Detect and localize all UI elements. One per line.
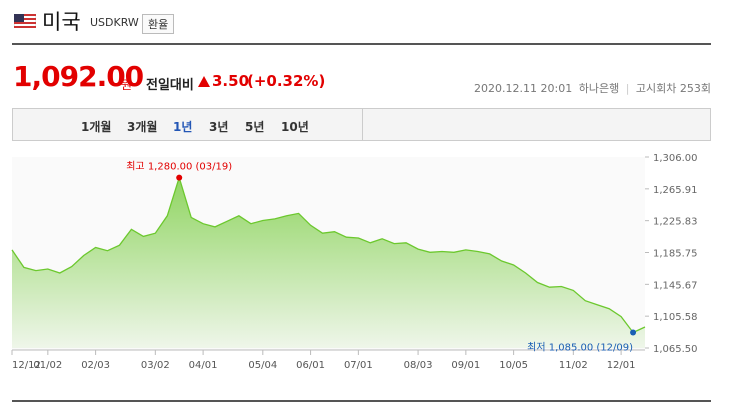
chart: 1,065.50 1,105.58 1,145.67 1,185.75 1,225.83… <box>11 153 698 371</box>
info: 2020.12.11 20:01 하나은행 | 고시회차 253회 <box>471 80 711 96</box>
y-tick-label: 1,225.83 <box>653 217 698 228</box>
extreme-marker <box>176 174 183 181</box>
flag-icon <box>14 14 36 28</box>
bank: 하나은행 <box>578 82 620 95</box>
divider <box>12 43 711 45</box>
period-tab[interactable]: 1개월 <box>81 120 112 134</box>
period-tab[interactable]: 3년 <box>209 120 229 134</box>
price: 1,092.00 <box>13 60 144 93</box>
extreme-label: 최저 1,085.00 (12/09) <box>527 342 633 354</box>
x-tick-label: 11/02 <box>559 360 588 371</box>
rate-button[interactable]: 환율 <box>142 14 175 34</box>
x-tick-label: 12/01 <box>607 360 636 371</box>
area <box>12 177 645 348</box>
country: 미국 <box>42 10 81 34</box>
y-tick-label: 1,185.75 <box>653 249 698 260</box>
x-tick-label: 05/04 <box>248 360 277 371</box>
y-tick-label: 1,306.00 <box>653 153 698 164</box>
extreme-label: 최고 1,280.00 (03/19) <box>126 161 232 173</box>
x-tick-label: 09/01 <box>451 360 480 371</box>
y-tick-label: 1,065.50 <box>653 344 698 355</box>
separator: | <box>625 82 630 95</box>
period-tab[interactable]: 5년 <box>245 120 265 134</box>
extreme-marker <box>630 329 637 336</box>
x-tick-label: 08/03 <box>404 360 433 371</box>
y-tick-label: 1,105.58 <box>653 312 698 323</box>
x-tick-label: 02/03 <box>81 360 110 371</box>
x-tick-label: 07/01 <box>344 360 373 371</box>
divider <box>12 400 711 402</box>
y-tick-label: 1,145.67 <box>653 280 698 291</box>
round: 고시회차 253회 <box>635 82 711 95</box>
change-pct: (+0.32%) <box>247 72 326 90</box>
line <box>11 175 646 334</box>
period-tabs: 1개월 3개월 1년 3년 5년 10년 <box>12 108 711 141</box>
x-tick-label: 12/12 <box>12 360 41 371</box>
datetime: 2020.12.11 20:01 <box>474 82 573 95</box>
x-tick-label: 04/01 <box>189 360 218 371</box>
change-label: 전일대비 <box>146 78 194 93</box>
y-tick-label: 1,265.91 <box>653 185 698 196</box>
currency-code: USDKRW <box>90 16 139 29</box>
x-tick-label: 03/02 <box>141 360 170 371</box>
up-icon <box>198 76 210 87</box>
period-tab[interactable]: 3개월 <box>127 120 158 134</box>
x-tick-label: 06/01 <box>296 360 325 371</box>
x-tick-label: 01/02 <box>33 360 62 371</box>
x-tick-label: 10/05 <box>499 360 528 371</box>
change: 3.50 <box>212 72 250 90</box>
price-unit: 원 <box>121 78 133 92</box>
period-tab[interactable]: 10년 <box>281 120 309 134</box>
period-tab[interactable]: 1년 <box>173 120 193 134</box>
